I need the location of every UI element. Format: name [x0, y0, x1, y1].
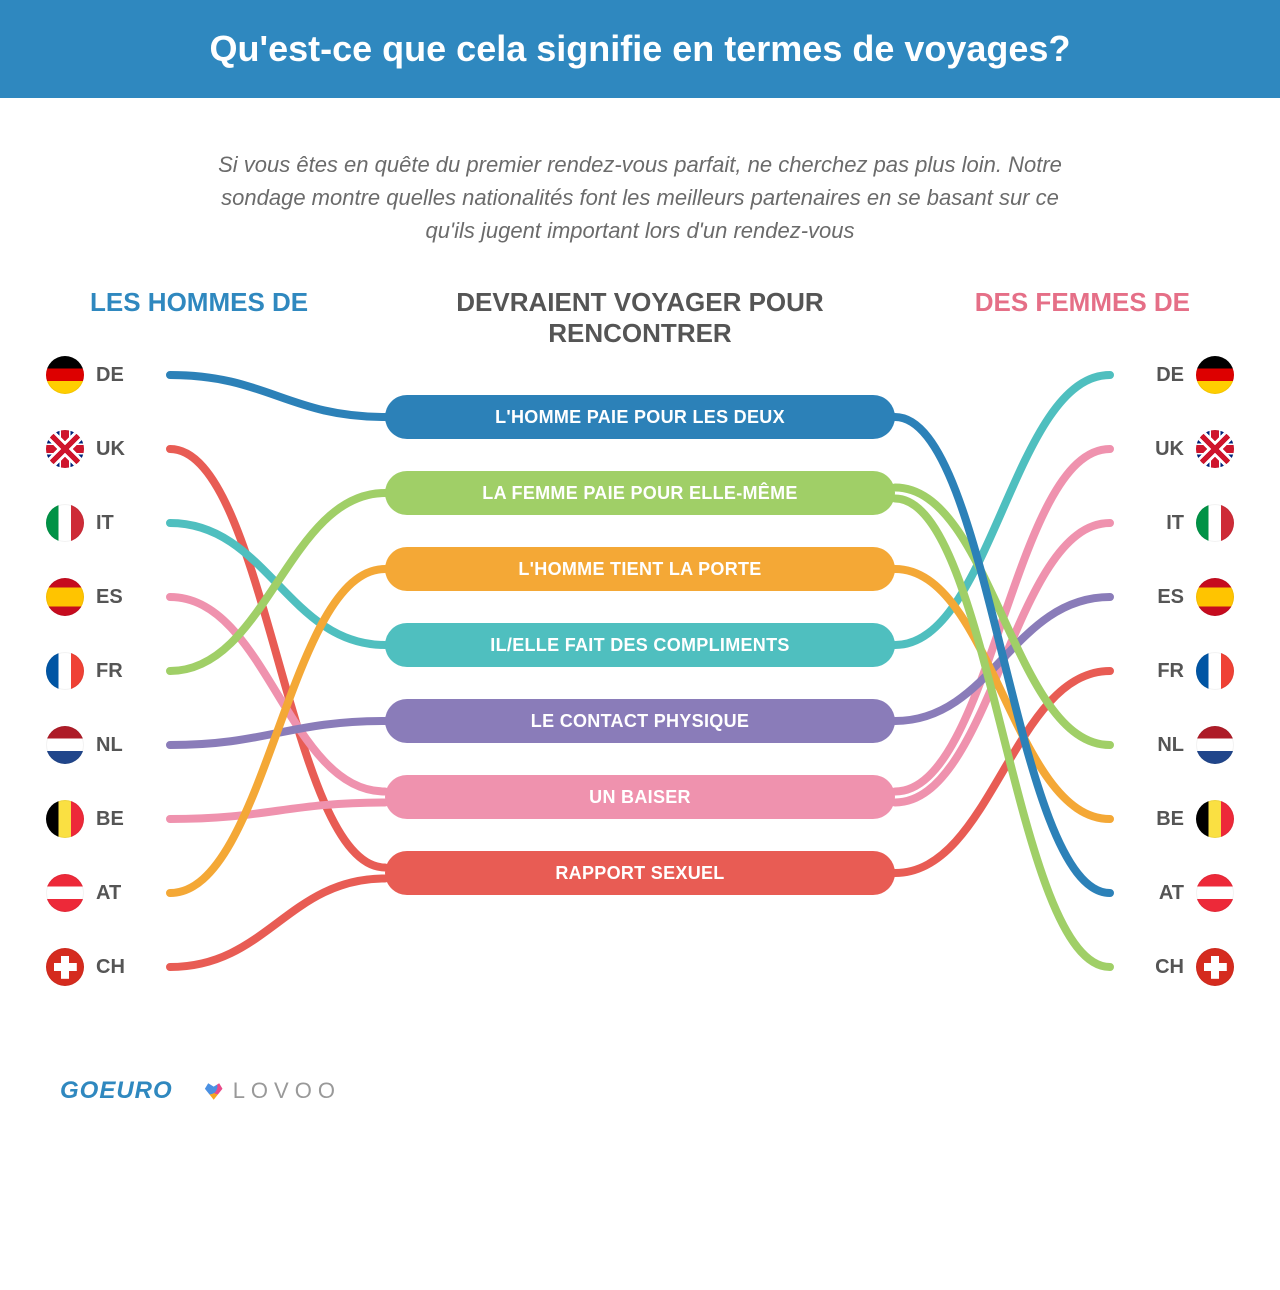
country-left-at: AT — [46, 874, 121, 912]
lovoo-text: LOVOO — [233, 1078, 341, 1104]
country-right-ch: CH — [1155, 948, 1234, 986]
country-code: NL — [96, 734, 123, 757]
left-column-header: LES HOMMES DE — [90, 287, 308, 318]
de-flag-icon — [1196, 356, 1234, 394]
ch-flag-icon — [1196, 948, 1234, 986]
country-code: CH — [1155, 956, 1184, 979]
es-flag-icon — [1196, 578, 1234, 616]
reason-pill-0: L'HOMME PAIE POUR LES DEUX — [385, 395, 895, 439]
it-flag-icon — [46, 504, 84, 542]
be-flag-icon — [1196, 800, 1234, 838]
lovoo-heart-icon — [203, 1080, 225, 1102]
country-left-es: ES — [46, 578, 123, 616]
country-code: BE — [1156, 808, 1184, 831]
country-code: ES — [1157, 586, 1184, 609]
country-code: UK — [1155, 438, 1184, 461]
country-left-nl: NL — [46, 726, 123, 764]
country-code: IT — [96, 512, 114, 535]
country-right-uk: UK — [1155, 430, 1234, 468]
uk-flag-icon — [46, 430, 84, 468]
goeuro-logo: GOEURO — [60, 1077, 173, 1105]
subtitle-text: Si vous êtes en quête du premier rendez-… — [210, 148, 1070, 247]
sankey-diagram: LES HOMMES DE DEVRAIENT VOYAGER POUR REN… — [40, 287, 1240, 1047]
reason-pill-1: LA FEMME PAIE POUR ELLE-MÊME — [385, 471, 895, 515]
country-left-uk: UK — [46, 430, 125, 468]
country-left-fr: FR — [46, 652, 123, 690]
country-right-de: DE — [1156, 356, 1234, 394]
country-code: FR — [1157, 660, 1184, 683]
country-code: NL — [1157, 734, 1184, 757]
country-left-ch: CH — [46, 948, 125, 986]
fr-flag-icon — [46, 652, 84, 690]
right-column-header: DES FEMMES DE — [975, 287, 1190, 318]
fr-flag-icon — [1196, 652, 1234, 690]
es-flag-icon — [46, 578, 84, 616]
country-code: BE — [96, 808, 124, 831]
de-flag-icon — [46, 356, 84, 394]
country-right-at: AT — [1159, 874, 1234, 912]
country-right-es: ES — [1157, 578, 1234, 616]
country-right-be: BE — [1156, 800, 1234, 838]
country-code: AT — [1159, 882, 1184, 905]
country-code: UK — [96, 438, 125, 461]
country-code: FR — [96, 660, 123, 683]
nl-flag-icon — [46, 726, 84, 764]
reason-pill-6: RAPPORT SEXUEL — [385, 851, 895, 895]
country-code: IT — [1166, 512, 1184, 535]
country-code: DE — [1156, 364, 1184, 387]
reason-pill-4: LE CONTACT PHYSIQUE — [385, 699, 895, 743]
country-left-it: IT — [46, 504, 114, 542]
country-left-de: DE — [46, 356, 124, 394]
nl-flag-icon — [1196, 726, 1234, 764]
uk-flag-icon — [1196, 430, 1234, 468]
page-title-bar: Qu'est-ce que cela signifie en termes de… — [0, 0, 1280, 98]
be-flag-icon — [46, 800, 84, 838]
country-right-it: IT — [1166, 504, 1234, 542]
country-code: AT — [96, 882, 121, 905]
country-code: DE — [96, 364, 124, 387]
footer-logos: GOEURO LOVOO — [0, 1047, 1280, 1145]
country-right-nl: NL — [1157, 726, 1234, 764]
reason-pill-5: UN BAISER — [385, 775, 895, 819]
page-title: Qu'est-ce que cela signifie en termes de… — [210, 28, 1071, 69]
country-left-be: BE — [46, 800, 124, 838]
at-flag-icon — [46, 874, 84, 912]
center-column-header: DEVRAIENT VOYAGER POUR RENCONTRER — [420, 287, 860, 349]
reason-pill-2: L'HOMME TIENT LA PORTE — [385, 547, 895, 591]
country-code: CH — [96, 956, 125, 979]
lovoo-logo: LOVOO — [203, 1078, 341, 1104]
it-flag-icon — [1196, 504, 1234, 542]
at-flag-icon — [1196, 874, 1234, 912]
reason-pill-3: IL/ELLE FAIT DES COMPLIMENTS — [385, 623, 895, 667]
country-code: ES — [96, 586, 123, 609]
country-right-fr: FR — [1157, 652, 1234, 690]
ch-flag-icon — [46, 948, 84, 986]
